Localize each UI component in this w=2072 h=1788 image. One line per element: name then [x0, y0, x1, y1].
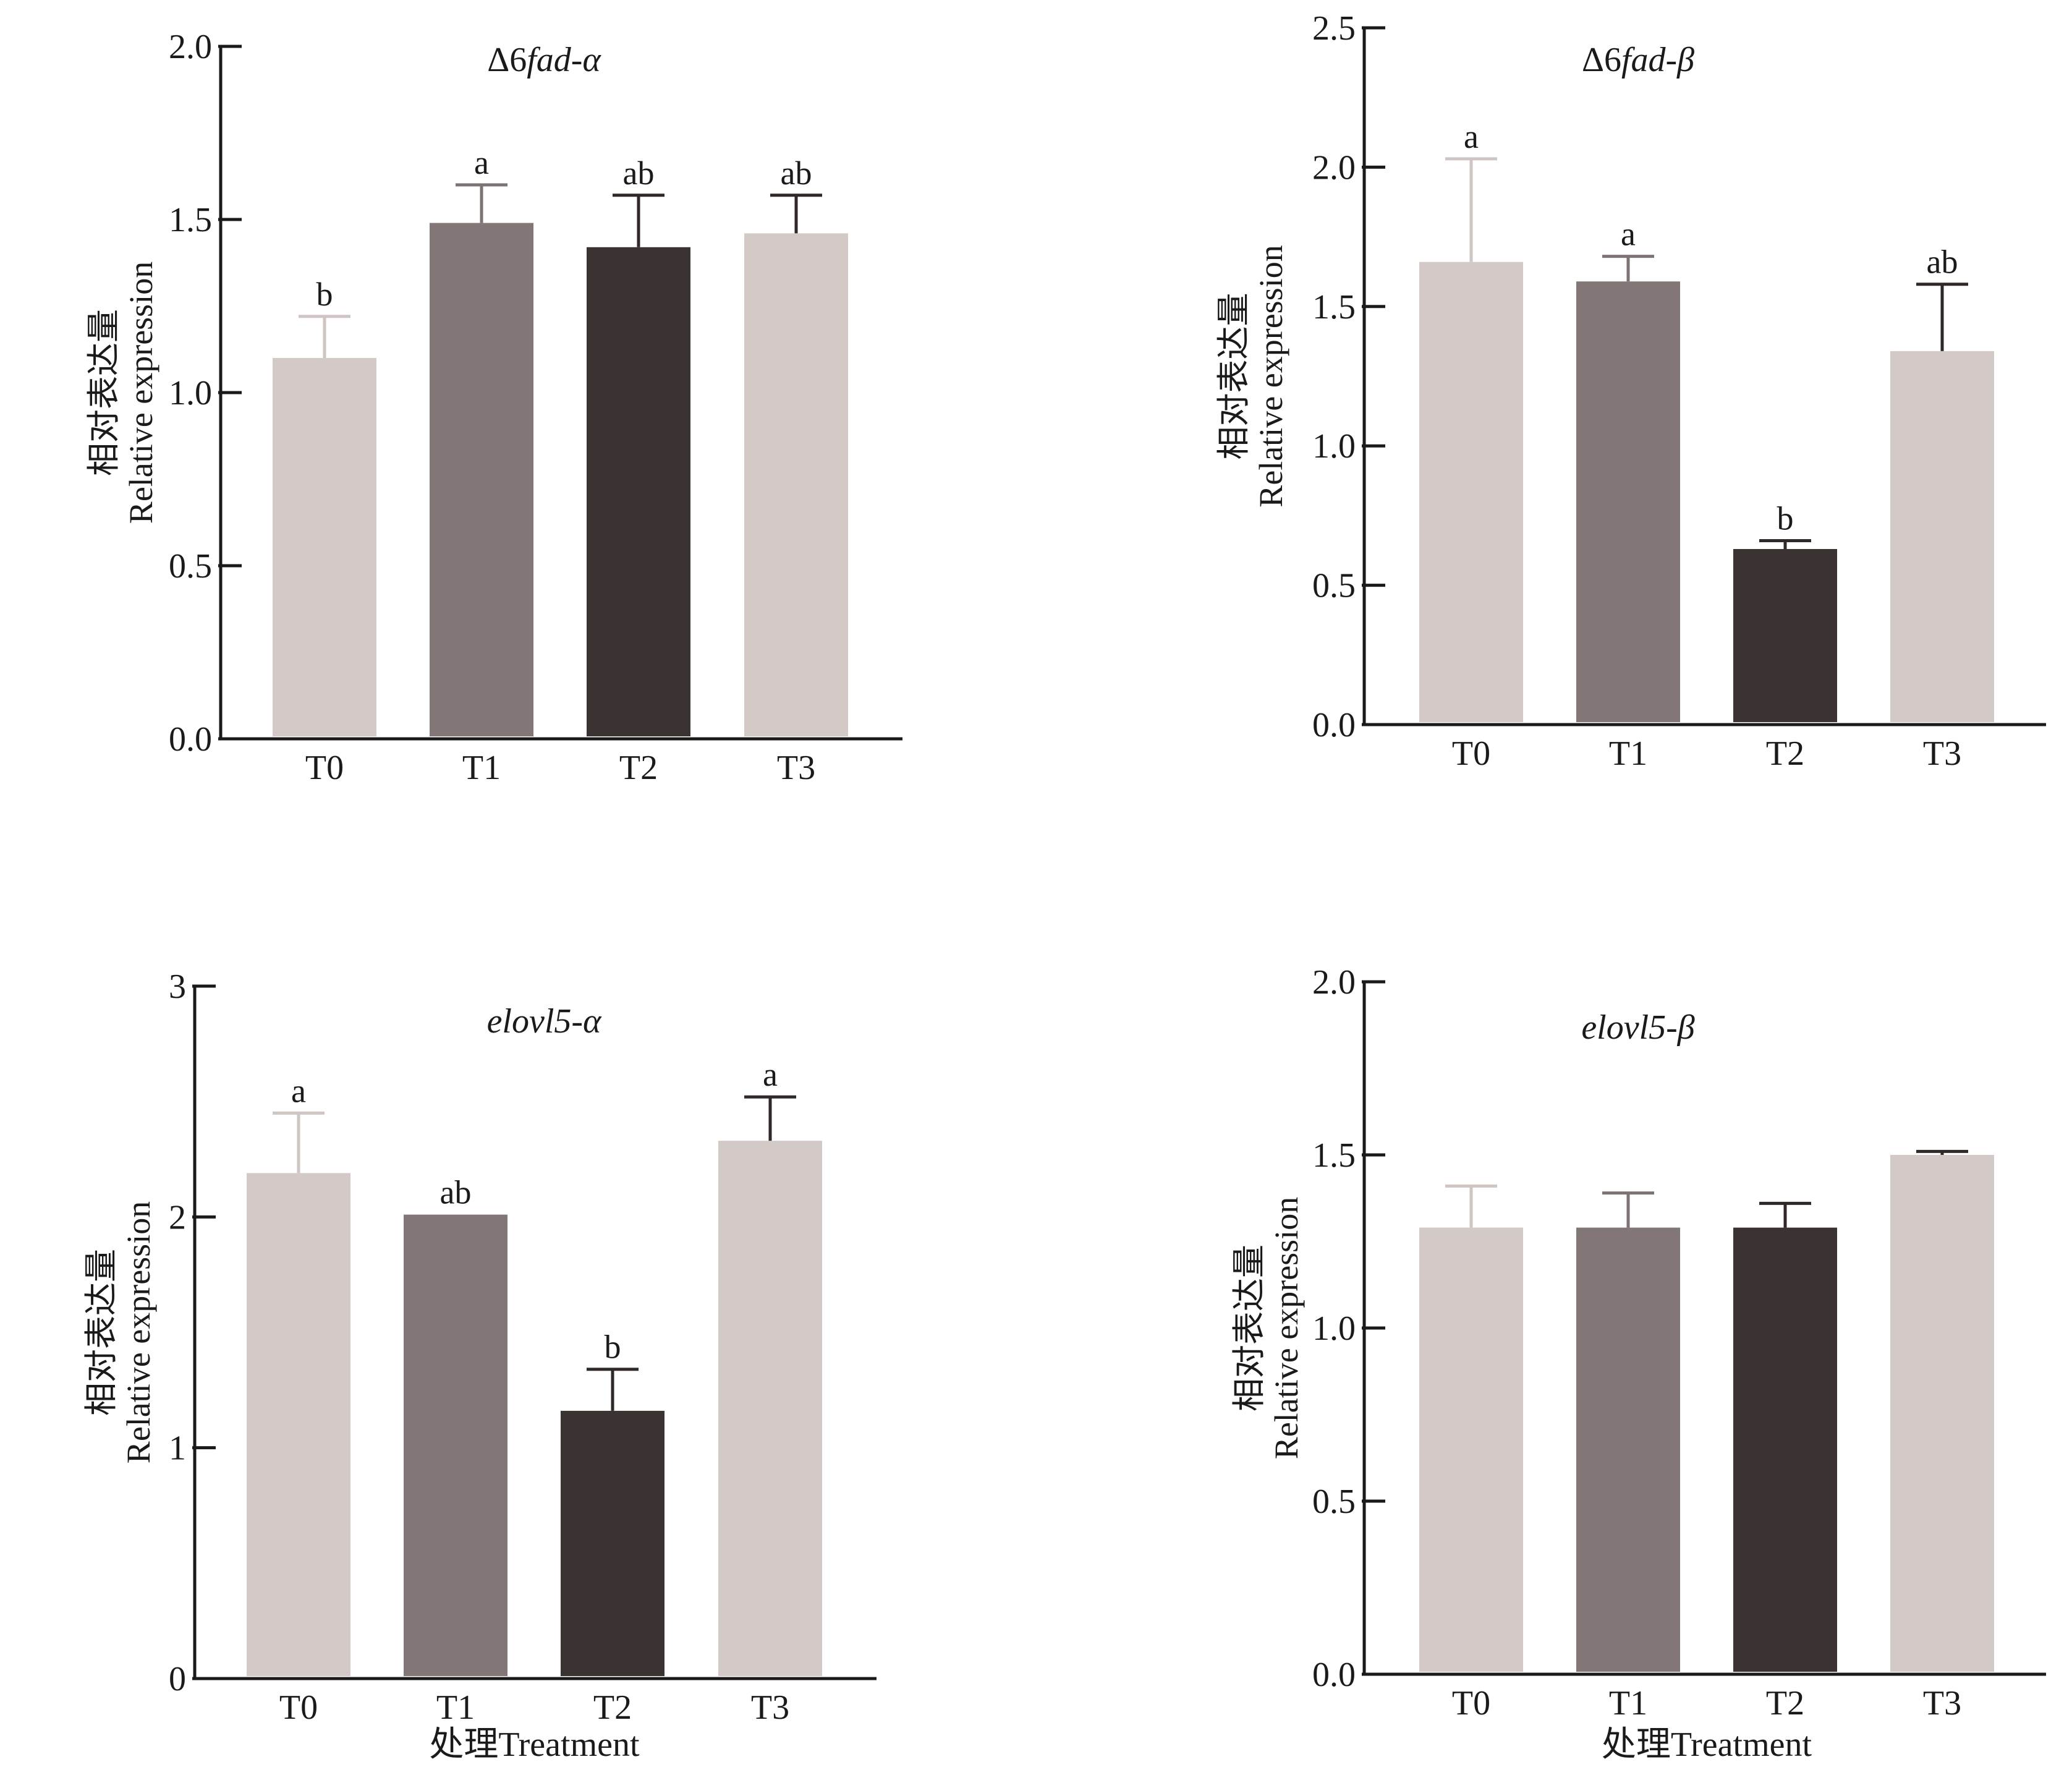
- y-tick-label: 0.5: [1312, 567, 1356, 605]
- bar-T2: [1733, 1227, 1837, 1672]
- significance-label-T0: b: [316, 276, 333, 313]
- y-axis-label: 相对表达量Relative expression: [83, 1201, 157, 1463]
- x-tick-label: T3: [751, 1688, 789, 1727]
- x-tick-label: T1: [1609, 1684, 1647, 1722]
- bar-T0: [1419, 1227, 1523, 1672]
- significance-label-T1: a: [474, 144, 489, 181]
- y-axis-label-cn: 相对表达量: [85, 309, 122, 476]
- bar-T3: [1890, 1155, 1994, 1672]
- y-tick-label: 1.5: [1312, 1136, 1356, 1175]
- title-gene: fad-β: [1621, 41, 1694, 79]
- bar-T3: [718, 1141, 822, 1676]
- x-tick-label: T0: [305, 749, 344, 787]
- panel-2: Δ6fad-β a T0 a T1 b T2 ab T3 0.0 0.5 1.0 1.5 2.0 2.5 相对…: [1215, 9, 2046, 773]
- x-tick-label: T1: [436, 1688, 475, 1727]
- panel-3: elovl5-α a T0 ab T1 b T2 a T3 0 1 2 3 相对表达量Relative e…: [83, 968, 877, 1764]
- title-prefix: Δ6: [487, 41, 527, 79]
- x-axis-label: 处理Treatment: [429, 1726, 640, 1764]
- bar-T1: [1576, 281, 1680, 722]
- bar-T3: [744, 233, 848, 736]
- title-gene: elovl5-β: [1581, 1008, 1694, 1047]
- x-tick-label: T3: [777, 749, 815, 787]
- significance-label-T0: a: [291, 1072, 306, 1109]
- y-tick-label: 0.0: [1312, 1656, 1356, 1694]
- bar-T0: [1419, 262, 1523, 722]
- bar-T3: [1890, 351, 1994, 722]
- x-tick-label: T3: [1923, 734, 1961, 773]
- y-tick-label: 1: [169, 1429, 186, 1468]
- x-tick-label: T0: [1452, 734, 1490, 773]
- y-tick-label: 0: [169, 1660, 186, 1698]
- y-tick-label: 2.0: [1312, 148, 1356, 187]
- panel-4: elovl5-β T0 T1 T2 T3 0.0 0.5 1.0 1.5 2.0 相对表达量Rela…: [1231, 963, 2046, 1764]
- significance-label-T3: ab: [781, 155, 812, 192]
- y-tick-label: 1.0: [169, 374, 212, 412]
- significance-label-T2: b: [605, 1329, 621, 1366]
- y-tick-label: 1.5: [1312, 288, 1356, 326]
- x-tick-label: T2: [619, 749, 658, 787]
- x-tick-label: T1: [1609, 734, 1647, 773]
- y-axis-label: 相对表达量Relative expression: [85, 262, 159, 524]
- bar-T2: [1733, 548, 1837, 722]
- y-axis-label-cn: 相对表达量: [1215, 293, 1252, 460]
- y-axis-label: 相对表达量Relative expression: [1215, 245, 1289, 507]
- x-tick-label: T2: [1766, 1684, 1804, 1722]
- panel-1: Δ6fad-α b T0 a T1 ab T2 ab T3 0.0 0.5 1.0 1.5 2.0 相对表达…: [85, 28, 902, 787]
- chart-title: Δ6fad-α: [487, 41, 601, 79]
- significance-label-T3: ab: [1927, 244, 1958, 281]
- title-gene: fad-α: [527, 41, 601, 79]
- significance-label-T3: a: [763, 1056, 778, 1093]
- x-axis-label: 处理Treatment: [1602, 1726, 1812, 1764]
- x-tick-label: T2: [593, 1688, 632, 1727]
- y-tick-label: 3: [169, 968, 186, 1006]
- chart-title: elovl5-α: [487, 1002, 602, 1041]
- significance-label-T2: ab: [623, 155, 655, 192]
- x-tick-label: T0: [279, 1688, 318, 1727]
- bar-T1: [404, 1214, 507, 1676]
- title-gene: elovl5-α: [487, 1002, 602, 1041]
- y-tick-label: 0.0: [1312, 706, 1356, 744]
- y-axis-label-cn: 相对表达量: [83, 1249, 120, 1416]
- y-axis-label-en: Relative expression: [122, 262, 159, 524]
- y-tick-label: 2.0: [169, 28, 212, 66]
- y-tick-label: 1.0: [1312, 427, 1356, 466]
- y-axis-label-en: Relative expression: [120, 1201, 157, 1463]
- bar-T1: [1576, 1227, 1680, 1672]
- y-tick-label: 1.5: [169, 201, 212, 239]
- y-axis-label-en: Relative expression: [1252, 245, 1289, 507]
- y-axis-label-en: Relative expression: [1268, 1197, 1305, 1459]
- chart-title: elovl5-β: [1581, 1008, 1694, 1047]
- y-axis-label: 相对表达量Relative expression: [1231, 1197, 1305, 1459]
- x-tick-label: T2: [1766, 734, 1804, 773]
- significance-label-T1: ab: [440, 1174, 472, 1211]
- x-tick-label: T1: [462, 749, 501, 787]
- significance-label-T0: a: [1464, 118, 1479, 155]
- x-tick-label: T0: [1452, 1684, 1490, 1722]
- y-axis-label-cn: 相对表达量: [1231, 1245, 1268, 1411]
- significance-label-T2: b: [1777, 500, 1794, 537]
- bar-T0: [273, 358, 376, 736]
- bar-T1: [430, 223, 533, 737]
- y-tick-label: 2.5: [1312, 9, 1356, 48]
- bar-T2: [587, 247, 690, 736]
- y-tick-label: 0.0: [169, 720, 212, 759]
- y-tick-label: 2: [169, 1198, 186, 1237]
- y-tick-label: 0.5: [169, 547, 212, 585]
- significance-label-T1: a: [1621, 216, 1636, 253]
- bar-T2: [561, 1410, 664, 1676]
- title-prefix: Δ6: [1582, 41, 1621, 79]
- bar-T0: [247, 1173, 350, 1676]
- y-tick-label: 2.0: [1312, 963, 1356, 1002]
- chart-title: Δ6fad-β: [1582, 41, 1694, 79]
- y-tick-label: 1.0: [1312, 1309, 1356, 1348]
- x-tick-label: T3: [1923, 1684, 1961, 1722]
- y-tick-label: 0.5: [1312, 1483, 1356, 1521]
